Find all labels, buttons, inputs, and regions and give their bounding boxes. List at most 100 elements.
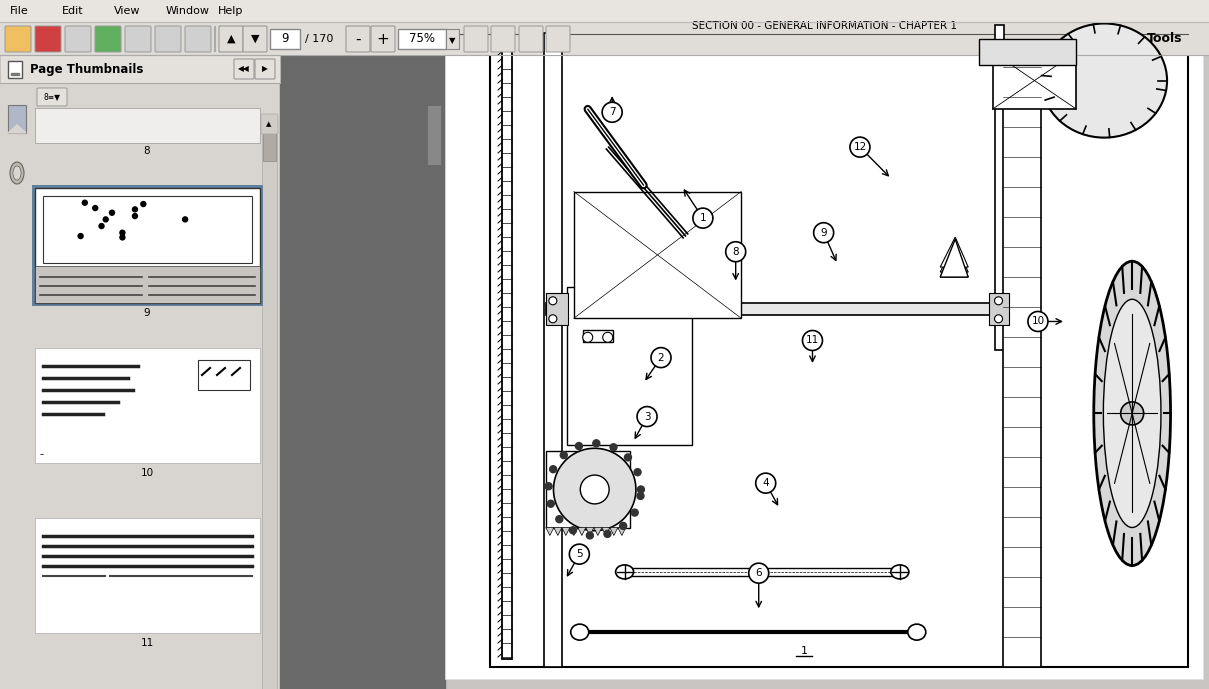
Text: 10: 10 xyxy=(1031,316,1045,327)
Ellipse shape xyxy=(891,565,909,579)
Text: / 170: / 170 xyxy=(305,34,334,44)
Circle shape xyxy=(550,466,556,473)
Circle shape xyxy=(554,449,636,531)
Bar xyxy=(398,29,446,49)
Bar xyxy=(11,73,19,75)
FancyBboxPatch shape xyxy=(519,26,543,52)
Circle shape xyxy=(631,509,638,516)
Ellipse shape xyxy=(615,565,634,579)
Circle shape xyxy=(814,223,834,243)
FancyBboxPatch shape xyxy=(243,26,267,52)
FancyBboxPatch shape xyxy=(255,59,274,79)
Circle shape xyxy=(650,348,671,368)
Circle shape xyxy=(549,315,557,322)
FancyBboxPatch shape xyxy=(464,26,488,52)
Circle shape xyxy=(611,444,617,451)
Text: SECTION 00 - GENERAL INFORMATION - CHAPTER 1: SECTION 00 - GENERAL INFORMATION - CHAPT… xyxy=(692,21,956,31)
Bar xyxy=(445,10,1203,679)
Bar xyxy=(35,348,260,463)
Text: 6: 6 xyxy=(756,568,762,578)
Bar xyxy=(1003,65,1041,667)
FancyBboxPatch shape xyxy=(491,26,515,52)
Ellipse shape xyxy=(908,624,926,640)
FancyBboxPatch shape xyxy=(37,88,66,106)
Bar xyxy=(545,451,630,528)
Text: Page Thumbnails: Page Thumbnails xyxy=(30,63,144,76)
Text: 11: 11 xyxy=(806,336,820,345)
Text: 1: 1 xyxy=(700,213,706,223)
Text: Window: Window xyxy=(166,6,210,16)
Circle shape xyxy=(637,486,644,493)
Bar xyxy=(8,61,22,78)
Circle shape xyxy=(545,483,553,490)
Text: ▲: ▲ xyxy=(227,34,236,44)
Polygon shape xyxy=(554,528,562,535)
Text: View: View xyxy=(114,6,140,16)
Text: 3: 3 xyxy=(643,411,650,422)
FancyBboxPatch shape xyxy=(155,26,181,52)
Bar xyxy=(44,196,251,263)
Circle shape xyxy=(995,315,1002,322)
Bar xyxy=(995,25,1005,350)
Circle shape xyxy=(569,544,589,564)
Circle shape xyxy=(133,207,138,212)
Text: 12: 12 xyxy=(854,142,867,152)
Circle shape xyxy=(560,451,567,459)
Circle shape xyxy=(569,527,577,534)
Text: -: - xyxy=(355,32,360,46)
Text: +: + xyxy=(377,32,389,46)
Text: 4: 4 xyxy=(763,478,769,488)
FancyBboxPatch shape xyxy=(346,26,370,52)
Circle shape xyxy=(1028,311,1048,331)
Circle shape xyxy=(99,223,104,229)
Circle shape xyxy=(586,532,594,539)
Circle shape xyxy=(637,407,656,426)
Polygon shape xyxy=(941,239,968,277)
FancyBboxPatch shape xyxy=(5,26,31,52)
FancyBboxPatch shape xyxy=(546,26,569,52)
Bar xyxy=(545,293,568,325)
Circle shape xyxy=(183,217,187,222)
Bar xyxy=(993,52,1076,109)
Polygon shape xyxy=(586,528,594,535)
Bar xyxy=(262,116,277,689)
Bar xyxy=(583,330,613,342)
Text: 1: 1 xyxy=(800,646,808,656)
Bar xyxy=(270,29,300,49)
Circle shape xyxy=(624,454,631,461)
Text: ▼: ▼ xyxy=(250,34,259,44)
Circle shape xyxy=(82,200,87,205)
Text: 2: 2 xyxy=(658,353,664,362)
Text: 9: 9 xyxy=(282,32,289,45)
FancyBboxPatch shape xyxy=(185,26,212,52)
Polygon shape xyxy=(618,528,626,535)
Bar xyxy=(264,126,276,161)
Polygon shape xyxy=(941,237,968,267)
FancyBboxPatch shape xyxy=(65,26,91,52)
Circle shape xyxy=(1121,402,1144,425)
Bar xyxy=(35,518,260,633)
Bar xyxy=(502,41,511,659)
Ellipse shape xyxy=(13,166,21,180)
Bar xyxy=(35,108,260,143)
Bar xyxy=(0,0,1209,22)
Text: 11: 11 xyxy=(140,638,154,648)
Text: File: File xyxy=(10,6,29,16)
Polygon shape xyxy=(545,528,554,535)
Circle shape xyxy=(79,234,83,238)
Circle shape xyxy=(995,297,1002,305)
Text: 7: 7 xyxy=(609,107,615,117)
Bar xyxy=(574,192,741,318)
Bar xyxy=(490,33,1188,667)
Ellipse shape xyxy=(1104,299,1161,528)
Ellipse shape xyxy=(1041,23,1167,138)
Polygon shape xyxy=(8,125,27,133)
Bar xyxy=(427,105,441,165)
Bar xyxy=(198,360,250,390)
FancyBboxPatch shape xyxy=(261,114,278,134)
Circle shape xyxy=(620,522,626,529)
Polygon shape xyxy=(609,528,618,535)
Circle shape xyxy=(725,242,746,262)
Circle shape xyxy=(583,332,592,342)
Text: 10: 10 xyxy=(140,468,154,478)
